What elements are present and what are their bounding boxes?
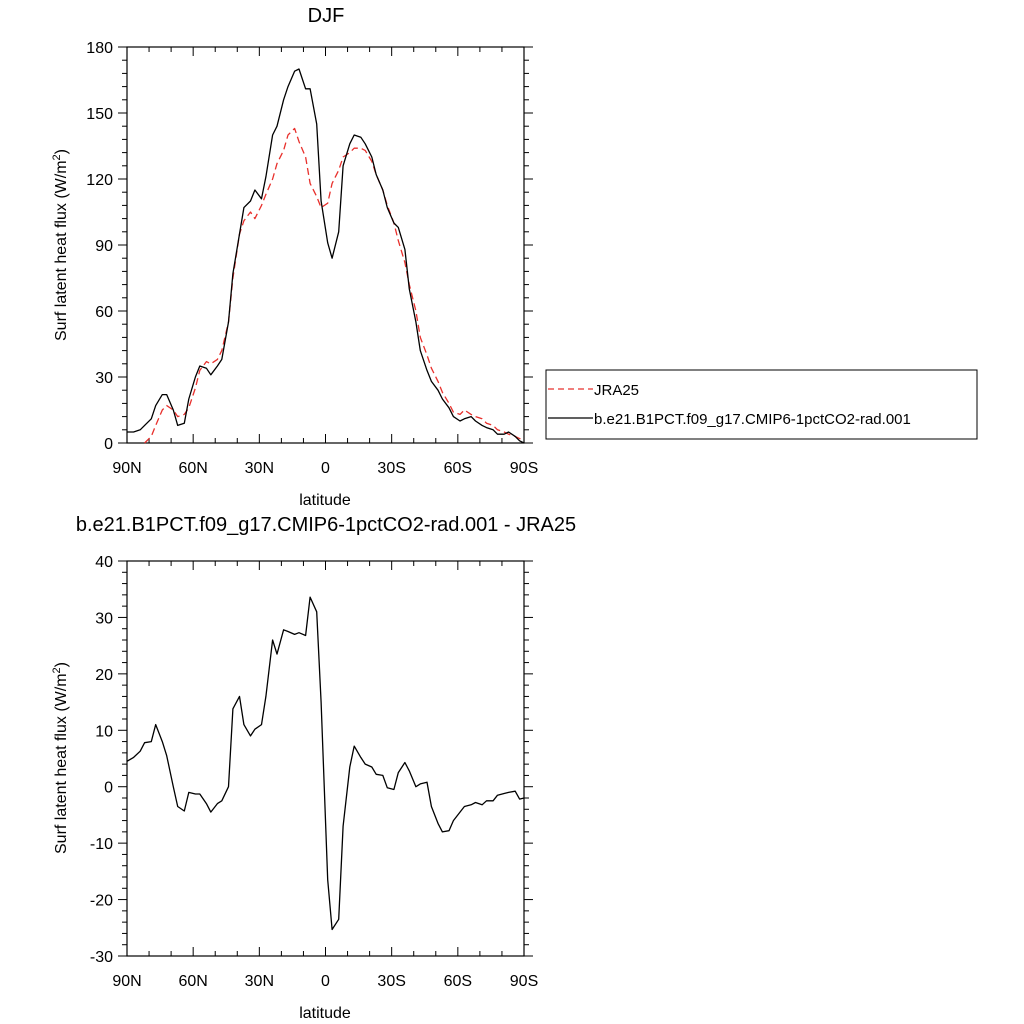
difference-y-tick-label: 10 (95, 723, 113, 740)
djf-x-tick-label: 60S (444, 460, 472, 477)
djf-x-tick-label: 0 (321, 460, 330, 477)
djf-y-tick-label: 120 (86, 172, 113, 189)
djf-x-tick-label: 90S (510, 460, 538, 477)
difference-y-tick-label: 0 (104, 780, 113, 797)
djf-y-tick-label: 0 (104, 436, 113, 453)
djf-y-axis-label: Surf latent heat flux (W/m2) (51, 149, 70, 341)
difference-panel: b.e21.B1PCT.f09_g17.CMIP6-1pctCO2-rad.00… (51, 514, 576, 1022)
difference-y-ticks: -30 -20 -10 0 10 20 30 40 (90, 554, 533, 966)
djf-x-tick-label: 30N (245, 460, 274, 477)
djf-y-tick-label: 30 (95, 370, 113, 387)
djf-y-tick-label: 60 (95, 304, 113, 321)
difference-series-line-model (126, 596, 525, 931)
difference-x-tick-label: 30S (377, 973, 405, 990)
difference-x-tick-label: 60N (178, 973, 207, 990)
difference-x-tick-label: 30N (245, 973, 274, 990)
djf-series-line-jra25 (144, 127, 524, 444)
djf-x-tick-label: 90N (112, 460, 141, 477)
difference-y-tick-label: -20 (90, 893, 113, 910)
djf-y-tick-label: 180 (86, 40, 113, 57)
difference-series (126, 596, 525, 931)
difference-x-axis-label: latitude (299, 1005, 351, 1022)
difference-x-tick-label: 90N (112, 973, 141, 990)
difference-y-tick-label: 20 (95, 667, 113, 684)
difference-y-axis-label: Surf latent heat flux (W/m2) (51, 662, 70, 854)
djf-plot-frame (126, 46, 525, 444)
legend-label-model: b.e21.B1PCT.f09_g17.CMIP6-1pctCO2-rad.00… (594, 411, 911, 428)
djf-y-ticks: 0 30 60 90 120 150 180 (86, 40, 533, 453)
difference-y-tick-label: 40 (95, 554, 113, 571)
djf-series (127, 68, 525, 444)
djf-x-ticks: 90N 60N 30N 0 30S 60S 90S (112, 47, 538, 477)
difference-plot-frame (126, 560, 525, 957)
difference-x-tick-label: 0 (321, 973, 330, 990)
djf-x-tick-label: 60N (178, 460, 207, 477)
difference-y-tick-label: -30 (90, 949, 113, 966)
djf-title: DJF (308, 5, 345, 27)
djf-series-line-model (127, 68, 525, 444)
legend-label-jra25: JRA25 (594, 382, 639, 399)
difference-y-tick-label: -10 (90, 836, 113, 853)
djf-panel: DJF 90N 60N 30N 0 30S 60S 90S 0 30 60 90 120 150 180… (51, 5, 978, 509)
difference-y-tick-label: 30 (95, 610, 113, 627)
difference-x-ticks: 90N 60N 30N 0 30S 60S 90S (112, 561, 538, 990)
legend-box (545, 369, 978, 440)
djf-y-tick-label: 150 (86, 106, 113, 123)
djf-x-tick-label: 30S (377, 460, 405, 477)
djf-y-tick-label: 90 (95, 238, 113, 255)
difference-x-tick-label: 60S (444, 973, 472, 990)
difference-title: b.e21.B1PCT.f09_g17.CMIP6-1pctCO2-rad.00… (76, 514, 576, 536)
djf-x-axis-label: latitude (299, 492, 351, 509)
legend: JRA25 b.e21.B1PCT.f09_g17.CMIP6-1pctCO2-… (545, 369, 978, 440)
difference-x-tick-label: 90S (510, 973, 538, 990)
